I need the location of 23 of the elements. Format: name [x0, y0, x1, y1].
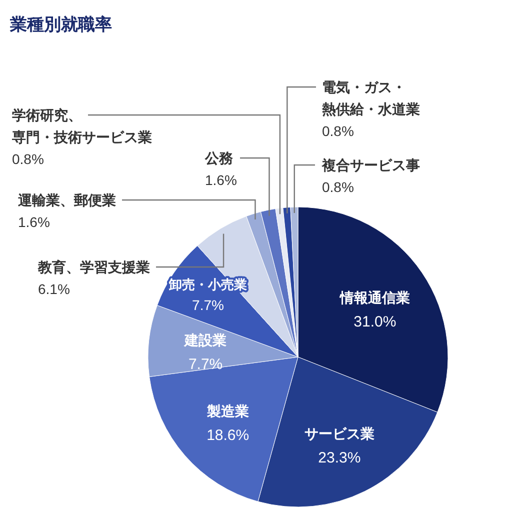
- slice-label: 電気・ガス・熱供給・水道業: [321, 79, 420, 117]
- slice-label: 教育、学習支援業: [37, 259, 150, 275]
- slice-label: 建設業: [184, 332, 227, 348]
- slice-label: 複合サービス事: [321, 157, 420, 173]
- data-label: 0.8%: [322, 179, 354, 195]
- slice-label: 公務: [204, 150, 234, 166]
- title: 業種別就職率: [10, 15, 112, 34]
- data-label: 1.6%: [205, 172, 237, 188]
- slice-label: 情報通信業: [338, 290, 410, 306]
- data-label: 31.0%: [354, 314, 396, 331]
- data-label: 6.1%: [38, 281, 70, 297]
- data-label: 18.6%: [206, 427, 250, 444]
- data-label: 0.8%: [322, 123, 354, 139]
- slice-label: 製造業: [206, 403, 249, 420]
- data-label: 0.8%: [12, 151, 44, 167]
- slice-label: 運輸業、郵便業: [17, 192, 116, 208]
- slice-label: 学術研究、専門・技術サービス業: [11, 107, 152, 145]
- slice-label: サービス業: [304, 425, 374, 442]
- data-label: 1.6%: [18, 214, 50, 230]
- data-label: 23.3%: [318, 449, 361, 466]
- slice-label: 卸売・小売業: [168, 277, 247, 292]
- data-label: 7.7%: [192, 297, 224, 313]
- data-label: 7.7%: [188, 356, 223, 373]
